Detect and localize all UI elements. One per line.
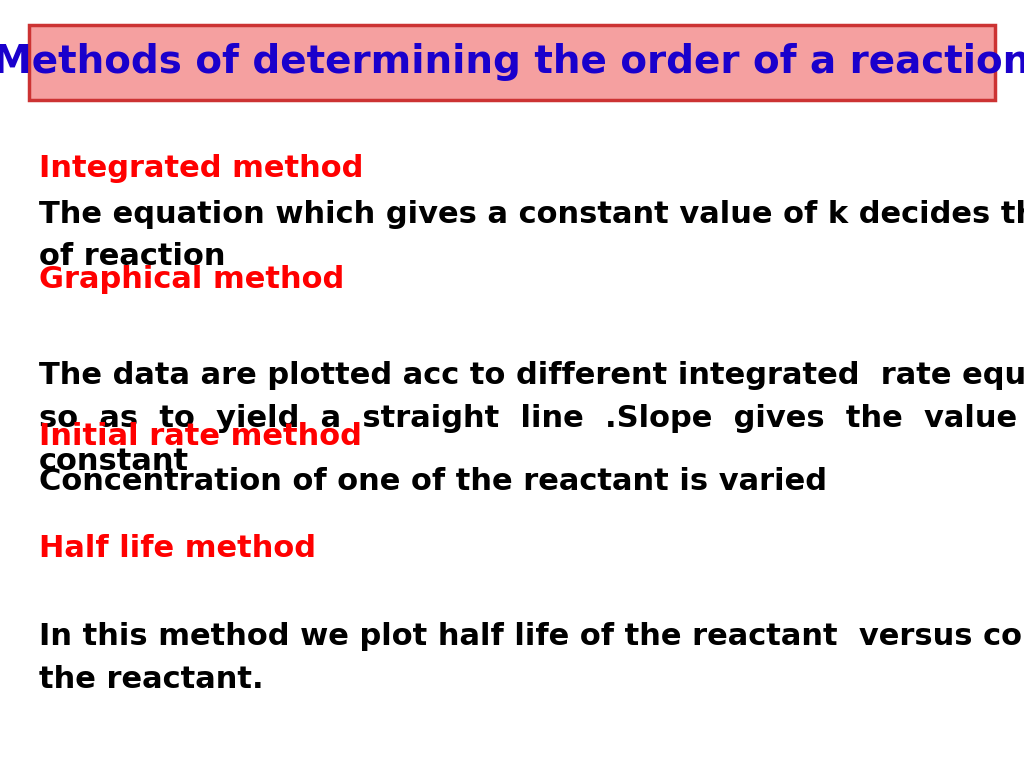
Text: Methods of determining the order of a reaction: Methods of determining the order of a re… (0, 43, 1024, 81)
Text: Initial rate method: Initial rate method (39, 422, 361, 452)
FancyBboxPatch shape (29, 25, 995, 100)
Text: Concentration of one of the reactant is varied: Concentration of one of the reactant is … (39, 467, 827, 496)
Text: Graphical method: Graphical method (39, 265, 344, 294)
Text: Integrated method: Integrated method (39, 154, 364, 183)
Text: The equation which gives a constant value of k decides the order
of reaction: The equation which gives a constant valu… (39, 200, 1024, 271)
Text: The data are plotted acc to different integrated  rate equations
so  as  to  yie: The data are plotted acc to different in… (39, 361, 1024, 475)
Text: In this method we plot half life of the reactant  versus conc. of
the reactant.: In this method we plot half life of the … (39, 622, 1024, 694)
Text: Half life method: Half life method (39, 534, 316, 563)
